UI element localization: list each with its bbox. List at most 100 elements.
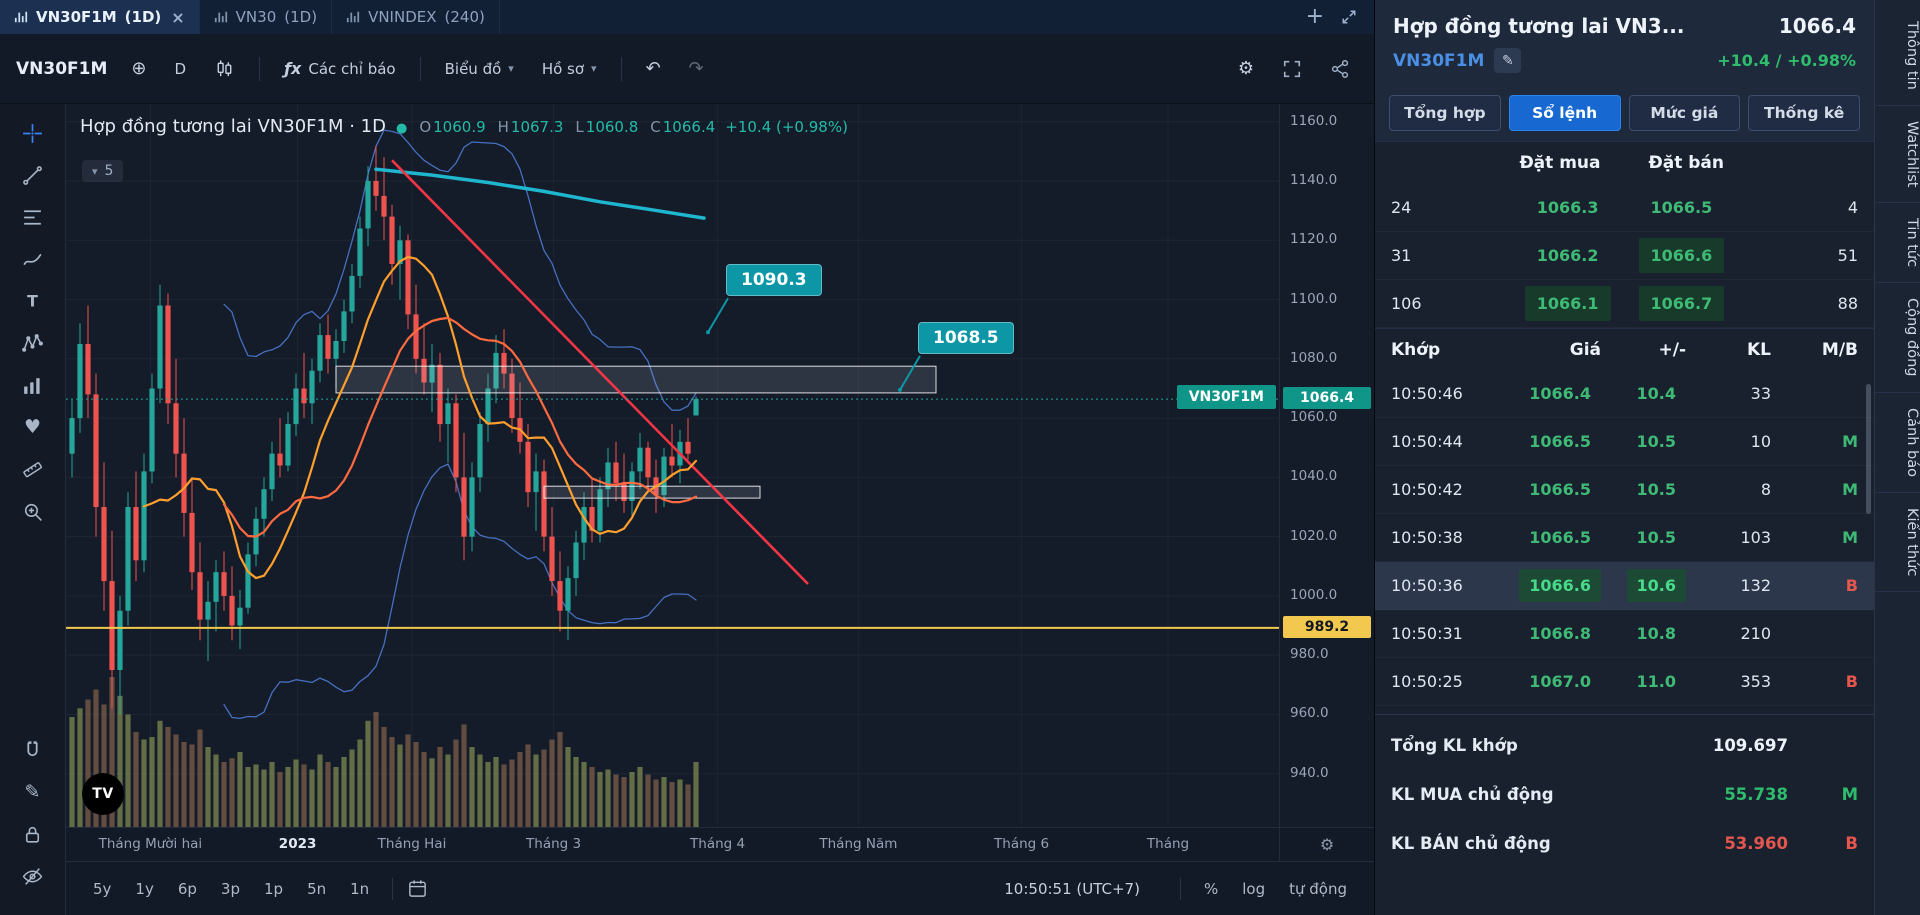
log-scale-button[interactable]: log xyxy=(1242,879,1266,898)
emoji-heart-tool[interactable]: ♥ xyxy=(11,406,55,448)
axis-settings-corner[interactable]: ⚙ xyxy=(1279,828,1374,861)
expand-layout-icon[interactable] xyxy=(1340,8,1358,26)
tv-logo-text: TV xyxy=(92,786,114,802)
crosshair-tool[interactable] xyxy=(11,112,55,154)
side-tab-thong-tin[interactable]: Thông tin xyxy=(1875,6,1920,106)
time-axis[interactable]: Tháng Mười hai 2023 Tháng Hai Tháng 3 Tháng … xyxy=(66,827,1374,861)
chart-canvas[interactable]: Hợp đồng tương lai VN30F1M · 1D ● O 1060.… xyxy=(66,104,1279,827)
range-1m-button[interactable]: 1p xyxy=(264,879,284,898)
percent-scale-button[interactable]: % xyxy=(1203,879,1219,898)
chart-style-button[interactable] xyxy=(206,52,243,85)
orderbook-row[interactable]: 106 1066.1 1066.7 88 xyxy=(1375,280,1874,328)
toolbar-symbol[interactable]: VN30F1M xyxy=(16,58,108,79)
chart-legend[interactable]: Hợp đồng tương lai VN30F1M · 1D ● O 1060.… xyxy=(80,116,848,137)
xabcd-pattern-tool[interactable] xyxy=(11,322,55,364)
trade-change: 10.4 xyxy=(1636,384,1676,403)
trade-row: 10:50:46 1066.4 10.4 33 xyxy=(1375,370,1874,418)
col-change: +/- xyxy=(1658,339,1686,360)
tab-vn30[interactable]: VN30 (1D) xyxy=(200,0,333,34)
undo-icon: ↶ xyxy=(645,57,661,79)
tab-vnindex[interactable]: VNINDEX (240) xyxy=(332,0,500,34)
magnet-tool[interactable] xyxy=(11,729,55,771)
measure-tool[interactable] xyxy=(11,448,55,490)
bid-price[interactable]: 1066.3 xyxy=(1536,198,1599,217)
tab-muc-gia[interactable]: Mức giá xyxy=(1628,95,1741,131)
side-tab-cong-dong[interactable]: Cộng đồng xyxy=(1875,283,1920,393)
bid-price[interactable]: 1066.2 xyxy=(1536,246,1599,265)
orderbook-row[interactable]: 24 1066.3 1066.5 4 xyxy=(1375,184,1874,232)
zoom-in-tool[interactable] xyxy=(11,490,55,532)
trend-line-tool[interactable] xyxy=(11,154,55,196)
indicators-button[interactable]: ƒx Các chỉ báo xyxy=(276,53,404,84)
change-value: +10.4 (+0.98%) xyxy=(725,118,848,136)
chart-menu-button[interactable]: Biểu đồ ▾ xyxy=(437,54,522,84)
bid-price[interactable]: 1066.1 xyxy=(1476,286,1625,321)
range-6m-button[interactable]: 6p xyxy=(177,879,197,898)
add-tab-icon[interactable]: + xyxy=(1305,4,1324,29)
summary-side: B xyxy=(1845,834,1858,853)
chevron-down-icon: ▾ xyxy=(591,62,597,75)
chart-menu-label: Biểu đồ xyxy=(444,59,502,78)
interval-button[interactable]: D xyxy=(174,59,187,78)
tab-thong-ke[interactable]: Thống kê xyxy=(1748,95,1860,131)
lock-drawings-tool[interactable] xyxy=(11,813,55,855)
settings-button[interactable]: ⚙ xyxy=(1230,54,1262,84)
ask-price[interactable]: 1066.5 xyxy=(1650,198,1713,217)
range-5y-button[interactable]: 5y xyxy=(93,879,112,898)
go-to-date-button[interactable] xyxy=(407,878,428,899)
fullscreen-button[interactable] xyxy=(1274,53,1310,85)
price-axis-label: 980.0 xyxy=(1290,646,1329,663)
orderbook-row[interactable]: 31 1066.2 1066.6 51 xyxy=(1375,232,1874,280)
side-tab-watchlist[interactable]: Watchlist xyxy=(1875,106,1920,204)
undo-button[interactable]: ↶ xyxy=(638,54,669,84)
text-tool[interactable]: T xyxy=(11,280,55,322)
mini-chart-icon xyxy=(14,10,28,24)
edit-symbol-button[interactable]: ✎ xyxy=(1494,48,1522,73)
brush-tool[interactable] xyxy=(11,238,55,280)
price-axis-label: 960.0 xyxy=(1290,705,1329,722)
side-tab-tin-tuc[interactable]: Tin tức xyxy=(1875,203,1920,284)
tab-vn30f1m[interactable]: VN30F1M (1D) × xyxy=(0,0,200,34)
profile-menu-button[interactable]: Hồ sơ ▾ xyxy=(534,54,605,84)
price-axis[interactable]: 1066.4 989.2 1160.0 1140.0 1120.0 1100.0 108… xyxy=(1279,104,1374,827)
close-tab-icon[interactable]: × xyxy=(171,7,185,27)
scrollbar[interactable] xyxy=(1866,384,1871,514)
auto-scale-button[interactable]: tự động xyxy=(1289,879,1347,898)
range-3m-button[interactable]: 3p xyxy=(220,879,240,898)
trade-volume: 132 xyxy=(1740,576,1771,595)
tradingview-logo[interactable]: TV xyxy=(82,773,124,815)
side-tab-canh-bao[interactable]: Cảnh báo xyxy=(1875,393,1920,493)
trade-row: 10:50:31 1066.8 10.8 210 xyxy=(1375,610,1874,658)
price-callout[interactable]: 1090.3 xyxy=(726,264,822,297)
trade-row: 10:50:42 1066.5 10.5 8 M xyxy=(1375,466,1874,514)
share-button[interactable] xyxy=(1322,53,1358,85)
tab-so-lenh[interactable]: Sổ lệnh xyxy=(1508,95,1621,131)
chevron-down-icon: ▾ xyxy=(508,62,514,75)
ask-price[interactable]: 1066.6 xyxy=(1625,238,1774,273)
summary-label: KL MUA chủ động xyxy=(1391,785,1554,804)
symbol-tabbar: VN30F1M (1D) × VN30 (1D) VNINDEX (240) + xyxy=(0,0,1374,34)
time-axis-label: Tháng Năm xyxy=(819,836,898,852)
instrument-symbol[interactable]: VN30F1M xyxy=(1393,50,1485,71)
clock[interactable]: 10:50:51 (UTC+7) xyxy=(1004,879,1140,898)
tab-tong-hop[interactable]: Tổng hợp xyxy=(1389,95,1501,131)
trade-time: 10:50:46 xyxy=(1391,384,1463,403)
compare-button[interactable]: ⊕ xyxy=(123,54,154,84)
side-tab-kien-thuc[interactable]: Kiến thức xyxy=(1875,493,1920,593)
summary-label: KL BÁN chủ động xyxy=(1391,834,1551,853)
tabbar-actions: + xyxy=(1290,0,1374,34)
fib-retracement-tool[interactable] xyxy=(11,196,55,238)
range-5d-button[interactable]: 5n xyxy=(307,879,327,898)
svg-text:T: T xyxy=(27,291,38,310)
bid-header: Đặt mua xyxy=(1519,153,1601,173)
ask-price[interactable]: 1066.7 xyxy=(1625,286,1774,321)
price-change: +10.4 / +0.98% xyxy=(1717,51,1856,70)
forecast-tool[interactable] xyxy=(11,364,55,406)
range-1d-button[interactable]: 1n xyxy=(350,879,370,898)
price-callout[interactable]: 1068.5 xyxy=(918,321,1014,354)
range-1y-button[interactable]: 1y xyxy=(135,879,154,898)
drawing-mode-tool[interactable]: ✎ xyxy=(11,771,55,813)
hide-drawings-tool[interactable] xyxy=(11,855,55,897)
redo-button[interactable]: ↷ xyxy=(681,54,712,84)
indicators-collapsed-chip[interactable]: ▾ 5 xyxy=(82,160,124,182)
